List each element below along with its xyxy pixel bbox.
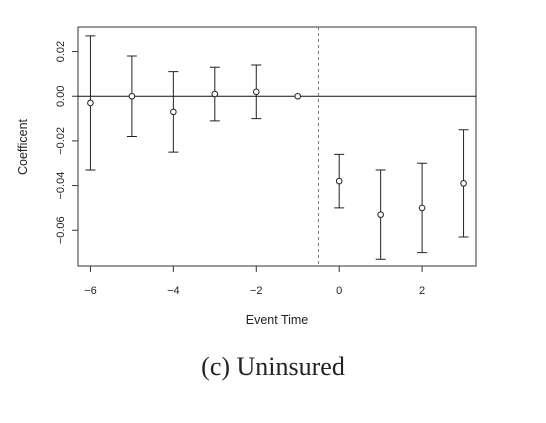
x-axis-title: Event Time [246,313,309,327]
data-point [460,180,467,187]
x-axis: −6 −4 −2 0 2 [84,266,425,297]
data-point [335,177,343,185]
chart: −6 −4 −2 0 2 −0.06 −0.04 −0.02 0.00 0.02 Event T… [16,26,477,327]
data-point [170,108,177,116]
y-tick-label: 0.02 [55,41,67,62]
chart-marks [78,27,476,266]
data-point [128,92,136,100]
y-tick-label: −0.06 [55,216,67,244]
x-tick-label: 0 [336,285,342,297]
x-tick-label: −2 [250,285,263,297]
data-point [87,99,94,107]
x-tick-label: −6 [84,285,97,297]
data-point [211,90,219,98]
x-tick-label: 2 [419,285,425,297]
y-axis: −0.06 −0.04 −0.02 0.00 0.02 [55,41,78,244]
figure-caption: (c) Uninsured [201,352,345,381]
y-tick-label: 0.00 [55,86,67,107]
data-point [252,88,260,96]
y-axis-title: Coefficent [16,118,30,175]
y-tick-label: −0.04 [55,172,67,200]
plot-frame [77,26,477,267]
data-point [377,211,384,218]
data-point [418,204,426,212]
x-tick-label: −4 [167,285,180,297]
data-point [294,92,302,100]
y-tick-label: −0.02 [55,127,67,155]
